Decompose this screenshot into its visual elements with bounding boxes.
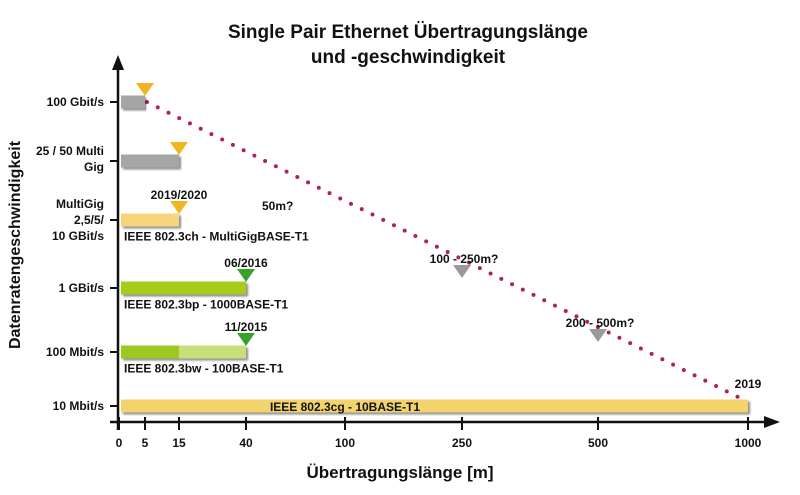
date-label: 11/2015 [225,320,268,334]
x-tick-label: 250 [452,436,472,450]
bar [121,95,145,109]
release-marker-icon [136,83,154,96]
y-tick-label: 10 Mbit/s [53,399,105,413]
y-tick-label: 2,5/5/ [74,213,105,227]
date-label: 06/2016 [224,256,268,270]
bar [121,399,748,413]
chart-title-line1: Single Pair Ethernet Übertragungslänge [228,22,588,43]
x-tick-label: 5 [142,436,149,450]
range-marker-icon [453,265,471,278]
release-marker-icon [170,142,188,155]
release-marker-icon [170,201,188,214]
y-tick-label: 100 Mbit/s [46,345,104,359]
bar [121,281,246,295]
y-tick-label: 1 GBit/s [59,281,105,295]
series-name: IEEE 802.3bp - 1000BASE-T1 [124,298,288,312]
series-name: IEEE 802.3cg - 10BASE-T1 [270,400,420,414]
y-tick-label: Gig [84,160,104,174]
bar [121,154,179,168]
y-axis-arrow [112,55,124,70]
chart-title-line2: und -geschwindigkeit [311,47,506,68]
x-tick-label: 500 [588,436,608,450]
range-label: 100 - 250m? [430,252,499,266]
y-tick-label: MultiGig [56,197,104,211]
x-axis-arrow [764,416,780,428]
x-tick-label: 1000 [735,436,762,450]
trend-dotted-line [145,100,742,400]
range-label: 200 - 500m? [566,316,635,330]
date-label: 2019/2020 [151,188,208,202]
release-marker-icon [237,333,255,346]
release-marker-icon [237,269,255,282]
x-axis-label: Übertragungslänge [m] [306,463,493,482]
y-axis-label: Datenratengeschwindigkeit [7,140,24,349]
y-tick-label: 25 / 50 Multi [36,144,104,158]
bar [121,213,179,227]
series-name: IEEE 802.3ch - MultiGigBASE-T1 [124,230,309,244]
bar-segment [121,345,179,359]
date-label: 2019 [735,377,762,391]
x-tick-label: 0 [116,436,123,450]
bar-segment [179,345,246,359]
series-name: IEEE 802.3bw - 100BASE-T1 [124,362,284,376]
y-tick-label: 100 Gbit/s [47,95,105,109]
range-marker-icon [589,329,607,342]
x-tick-label: 15 [172,436,186,450]
x-tick-label: 40 [239,436,253,450]
x-tick-label: 100 [335,436,355,450]
y-tick-label: 10 GBit/s [52,229,104,243]
range-label: 50m? [262,199,293,213]
